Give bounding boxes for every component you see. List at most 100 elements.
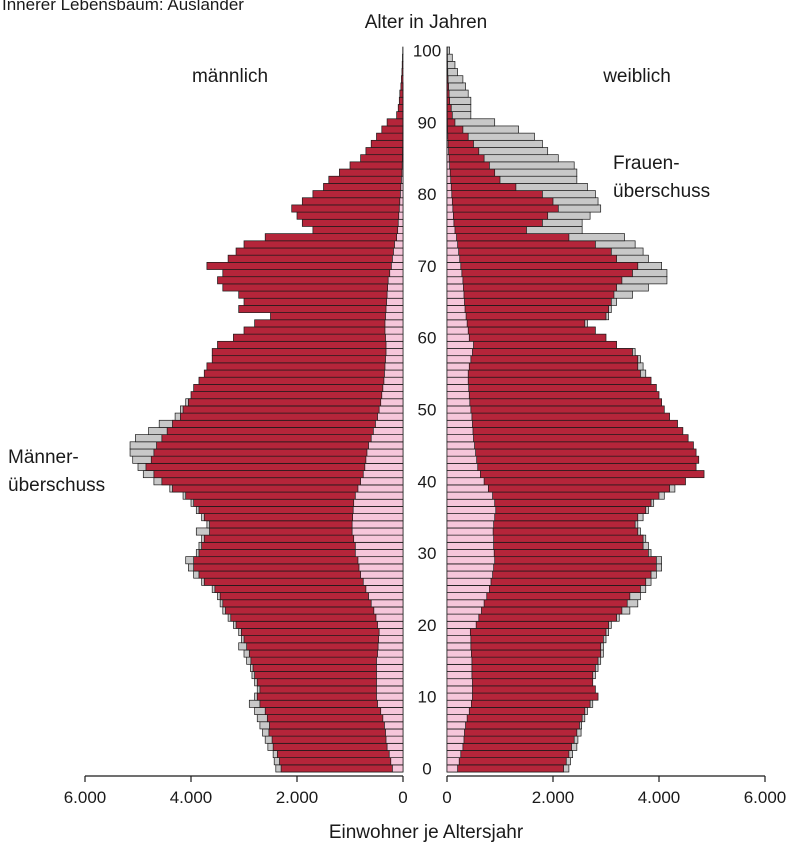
female-surplus-bar-age-96 [446,75,464,84]
male-bar-age-60 [233,333,404,342]
age-tick-label: 80 [418,185,437,204]
male-foreigners-bar-age-5 [385,728,404,737]
male-foreigners-bar-age-32 [353,534,404,543]
female-foreigners-bar-age-38 [446,491,493,500]
male-foreigners-bar-age-19 [378,628,404,636]
male-bar-age-46 [161,434,404,443]
female-side-label: weiblich [602,66,671,87]
female-foreigners-bar-age-24 [446,592,488,601]
male-foreigners-bar-age-64 [385,305,404,313]
male-bar-age-78 [291,204,404,213]
female-foreigners-bar-age-84 [446,161,451,170]
male-surplus-annotation-line2: überschuss [8,475,105,496]
female-foreigners-bar-age-35 [446,513,496,522]
male-foreigners-bar-age-35 [352,513,404,522]
female-foreigners-bar-age-42 [446,462,479,471]
female-bar-age-44 [446,448,697,457]
male-foreigners-bar-age-48 [375,419,404,428]
male-foreigners-bar-age-42 [364,462,404,471]
female-bar-age-81 [446,183,517,191]
female-foreigners-bar-age-46 [446,434,474,443]
female-foreigners-bar-age-72 [446,247,460,256]
female-foreigners-bar-age-52 [446,391,470,400]
male-foreigners-bar-age-33 [351,527,404,536]
female-foreigners-bar-age-14 [446,663,473,672]
male-foreigners-bar-age-82 [401,175,404,184]
male-bar-age-55 [203,369,404,378]
age-axis-ticks: 0 10 20 30 40 50 60 70 80 90 100 [413,42,441,779]
female-foreigners-bar-age-55 [446,369,469,378]
age-tick-label: 30 [418,544,437,563]
female-bar-age-19 [446,628,607,636]
female-bar-age-75 [446,226,527,234]
male-foreigners-bar-age-14 [376,663,404,672]
female-surplus-bar-age-93 [446,96,472,105]
female-foreigners-bar-age-23 [446,599,485,608]
female-bar-age-6 [446,721,580,730]
female-bar-age-4 [446,735,575,744]
male-foreigners-bar-age-41 [362,470,404,479]
female-foreigners-bar-age-28 [446,563,494,572]
female-bar-age-42 [446,462,697,471]
female-bar-age-53 [446,384,657,392]
male-foreigners-bar-age-26 [362,577,404,586]
male-foreigners-bar-age-17 [377,642,404,651]
male-bar-age-4 [271,735,404,744]
male-bar-age-79 [301,197,404,206]
female-foreigners-bar-age-19 [446,628,471,636]
female-foreigners-bar-age-53 [446,384,470,392]
male-bar-age-44 [153,448,404,457]
male-foreigners-bar-age-10 [376,692,404,701]
male-foreigners-bar-age-85 [402,154,404,163]
male-foreigners-bar-age-0 [392,764,404,773]
female-foreigners-bar-age-85 [446,154,450,163]
x-tick-label: 2.000 [276,788,319,807]
male-foreigners-bar-age-63 [385,312,404,321]
x-tick-label: 0 [442,788,451,807]
female-bar-age-82 [446,175,501,184]
male-foreigners-bar-age-49 [377,412,404,421]
female-bar-age-57 [446,355,639,364]
female-bar-age-68 [446,276,623,285]
male-bar-age-63 [270,312,404,321]
female-foreigners-bar-age-33 [446,527,494,536]
female-bar-age-67 [446,283,617,292]
female-bar-age-48 [446,419,678,428]
male-foreigners-bar-age-52 [381,391,404,400]
female-foreigners-bar-age-10 [446,692,473,701]
male-foreigners-bar-age-67 [387,283,404,292]
male-bar-age-6 [269,721,404,730]
male-bar-age-51 [188,398,404,407]
male-foreigners-bar-age-72 [393,247,404,256]
male-foreigners-bar-age-62 [384,319,404,328]
male-foreigners-bar-age-12 [376,678,404,687]
female-foreigners-bar-age-70 [446,262,462,270]
chart-title: Innerer Lebensbaum: Ausländer [2,0,244,14]
female-foreigners-bar-age-4 [446,735,465,744]
male-foreigners-bar-age-11 [376,685,404,694]
female-foreigners-bar-age-5 [446,728,465,737]
male-bar-age-76 [301,218,404,227]
male-foreigners-bar-age-8 [380,707,404,715]
male-foreigners-bar-age-9 [377,699,404,708]
female-bar-age-52 [446,391,660,400]
female-foreigners-bar-age-69 [446,269,463,278]
female-bar-age-86 [446,147,480,156]
male-bar-age-1 [279,757,404,766]
female-surplus-bar-age-95 [446,82,466,91]
age-axis-label: Alter in Jahren [365,12,488,33]
female-foreigners-bar-age-50 [446,405,472,414]
female-foreigners-bar-age-68 [446,276,464,285]
male-side-label: männlich [192,66,268,87]
female-bar-age-92 [446,104,452,112]
male-foreigners-bar-age-1 [390,757,404,766]
female-foreigners-bar-age-1 [446,757,460,766]
female-bar-age-61 [446,326,596,335]
male-bar-age-68 [217,276,404,285]
female-foreigners-bar-age-13 [446,671,473,680]
male-foreigners-bar-age-60 [385,333,404,342]
male-foreigners-bar-age-69 [389,269,404,278]
female-surplus-bar-age-99 [446,53,453,62]
female-bar-age-58 [446,348,633,357]
male-foreigners-bar-age-76 [397,218,404,227]
